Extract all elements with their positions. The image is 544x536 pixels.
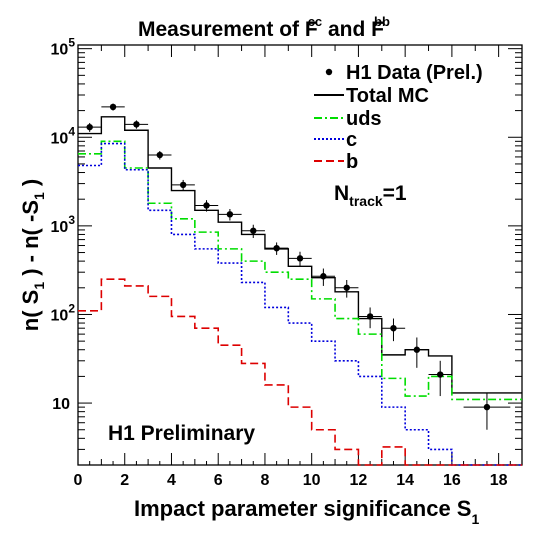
x-tick-label: 14 xyxy=(396,472,414,489)
data-marker xyxy=(320,273,327,280)
data-point xyxy=(381,318,406,342)
x-tick-labels: 0 2 4 6 8 10 12 14 16 18 xyxy=(74,472,508,489)
x-axis-title: Impact parameter significance S1 xyxy=(134,496,479,527)
data-point xyxy=(101,103,125,111)
data-marker xyxy=(483,403,491,411)
legend-label-data: H1 Data (Prel.) xyxy=(346,62,483,84)
x-tick-label: 16 xyxy=(443,472,461,489)
data-point xyxy=(288,251,312,267)
y-tick-label: 102 xyxy=(51,301,76,324)
data-marker xyxy=(437,371,444,378)
y-tick-labels: 10 102 103 104 105 xyxy=(51,36,76,413)
legend-label-c: c xyxy=(346,129,357,151)
legend-label-b: b xyxy=(346,151,358,173)
x-tick-label: 4 xyxy=(167,472,176,489)
h1-preliminary-label: H1 Preliminary xyxy=(108,422,255,445)
y-tick-label: 105 xyxy=(51,36,76,59)
data-points xyxy=(78,103,511,430)
data-point xyxy=(171,179,195,191)
histogram-total-mc xyxy=(78,116,522,394)
chart-title: Measurement of Fcc and Fbb xyxy=(138,14,390,41)
data-marker xyxy=(413,346,421,353)
x-tick-label: 10 xyxy=(303,472,321,489)
legend-marker-data xyxy=(325,68,333,76)
data-marker xyxy=(133,121,140,128)
ntrack-annotation: Ntrack=1 xyxy=(334,182,407,209)
y-tick-label: 10 xyxy=(52,396,70,413)
data-point xyxy=(463,392,511,430)
x-tick-label: 8 xyxy=(260,472,269,489)
x-tick-label: 6 xyxy=(214,472,223,489)
legend: H1 Data (Prel.) Total MC uds c b xyxy=(314,62,483,173)
histogram-b xyxy=(78,278,522,466)
data-point xyxy=(218,209,242,221)
x-tick-label: 18 xyxy=(490,472,508,489)
x-tick-label: 2 xyxy=(120,472,129,489)
data-marker xyxy=(273,244,280,252)
histogram-uds xyxy=(78,140,522,401)
data-point xyxy=(358,307,382,329)
data-marker xyxy=(226,211,234,218)
y-axis-title: n( S1 ) - n( -S1 ) xyxy=(18,179,47,331)
data-point xyxy=(78,122,102,132)
data-marker xyxy=(179,181,187,189)
data-point xyxy=(335,279,359,298)
y-tick-label: 103 xyxy=(51,213,76,236)
axis-ticks xyxy=(77,45,523,466)
data-marker xyxy=(156,151,163,159)
data-marker xyxy=(296,255,304,262)
data-marker xyxy=(343,284,350,291)
data-point xyxy=(264,242,289,255)
legend-label-uds: uds xyxy=(346,108,382,130)
data-marker xyxy=(390,324,397,332)
data-point xyxy=(194,200,219,212)
x-tick-label: 12 xyxy=(350,472,368,489)
data-point xyxy=(405,337,429,368)
legend-label-total-mc: Total MC xyxy=(346,85,429,107)
data-point xyxy=(124,120,149,129)
data-marker xyxy=(109,103,117,111)
data-point xyxy=(148,150,172,160)
y-tick-label: 104 xyxy=(51,124,76,147)
data-marker xyxy=(86,123,93,131)
data-marker xyxy=(366,313,374,320)
data-point xyxy=(241,224,265,238)
data-point xyxy=(311,268,336,286)
x-tick-label: 0 xyxy=(74,472,83,489)
histogram-c xyxy=(78,142,522,466)
data-marker xyxy=(203,202,210,209)
mc-histograms xyxy=(78,116,522,466)
data-marker xyxy=(250,227,257,234)
data-point xyxy=(428,360,452,397)
